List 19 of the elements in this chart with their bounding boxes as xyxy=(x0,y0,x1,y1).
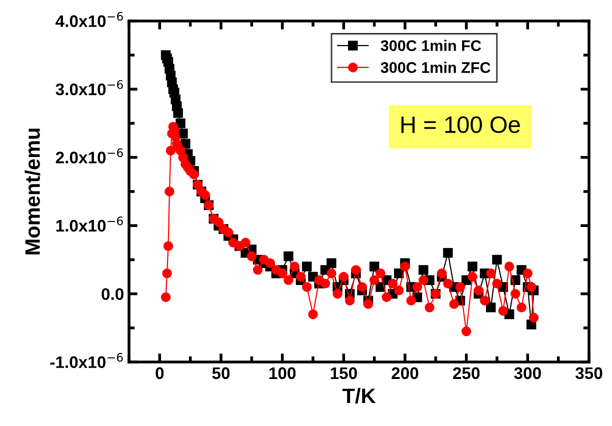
y-tick-label: 1.0x10$^{−6}$ xyxy=(56,216,123,232)
x-tick-label: 50 xyxy=(212,367,230,380)
y-axis-title: Moment/emu xyxy=(24,128,40,254)
x-tick-label: 300 xyxy=(514,367,541,380)
x-tick-label: 250 xyxy=(453,367,480,380)
legend-label: 300C 1min FC xyxy=(380,40,482,52)
y-tick-label: 2.0x10$^{−6}$ xyxy=(56,148,123,164)
annotation: H = 100 Oe xyxy=(401,116,520,134)
y-tick-label: 4.0x10$^{−6}$ xyxy=(56,12,123,28)
y-tick-label: -1.0x10$^{−6}$ xyxy=(50,352,123,368)
y-tick-label: 0.0 xyxy=(102,288,124,300)
y-tick-label: 3.0x10$^{−6}$ xyxy=(56,80,123,96)
x-tick-label: 150 xyxy=(330,367,357,380)
x-tick-label: 350 xyxy=(575,367,602,380)
x-tick-label: 100 xyxy=(269,367,296,380)
x-tick-label: 200 xyxy=(392,367,418,380)
legend-label: 300C 1min ZFC xyxy=(380,62,490,73)
x-tick-label: 0 xyxy=(156,367,164,380)
x-axis-title: T/K xyxy=(342,388,376,404)
